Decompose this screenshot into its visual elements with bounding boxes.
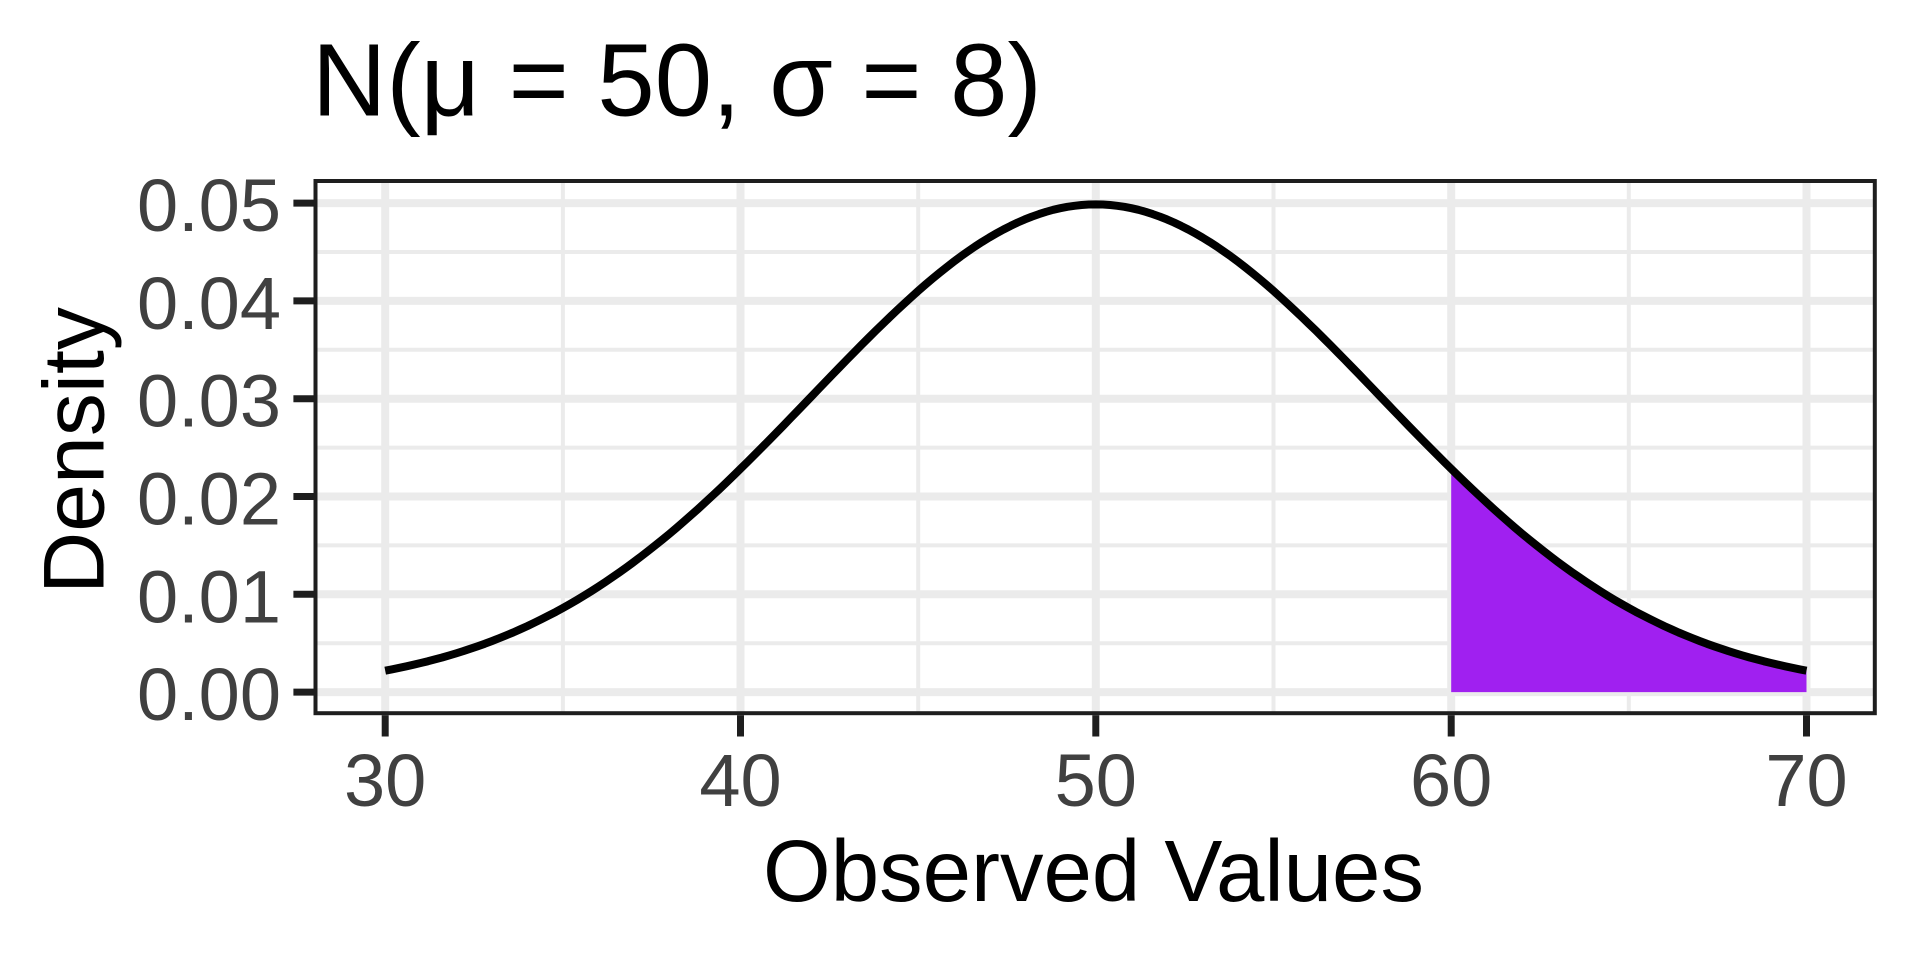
svg-text:0.05: 0.05 xyxy=(137,164,281,247)
svg-text:Observed Values: Observed Values xyxy=(763,823,1424,920)
svg-text:Density: Density xyxy=(26,307,122,594)
svg-text:0.00: 0.00 xyxy=(137,653,281,736)
svg-text:60: 60 xyxy=(1410,739,1492,822)
svg-text:0.04: 0.04 xyxy=(137,262,281,345)
svg-text:N(μ = 50, σ = 8): N(μ = 50, σ = 8) xyxy=(312,23,1042,138)
svg-text:0.01: 0.01 xyxy=(137,555,281,638)
svg-text:70: 70 xyxy=(1765,739,1847,822)
svg-text:50: 50 xyxy=(1055,739,1137,822)
svg-text:0.02: 0.02 xyxy=(137,458,281,541)
svg-text:40: 40 xyxy=(699,739,781,822)
svg-text:30: 30 xyxy=(344,739,426,822)
svg-text:0.03: 0.03 xyxy=(137,360,281,443)
